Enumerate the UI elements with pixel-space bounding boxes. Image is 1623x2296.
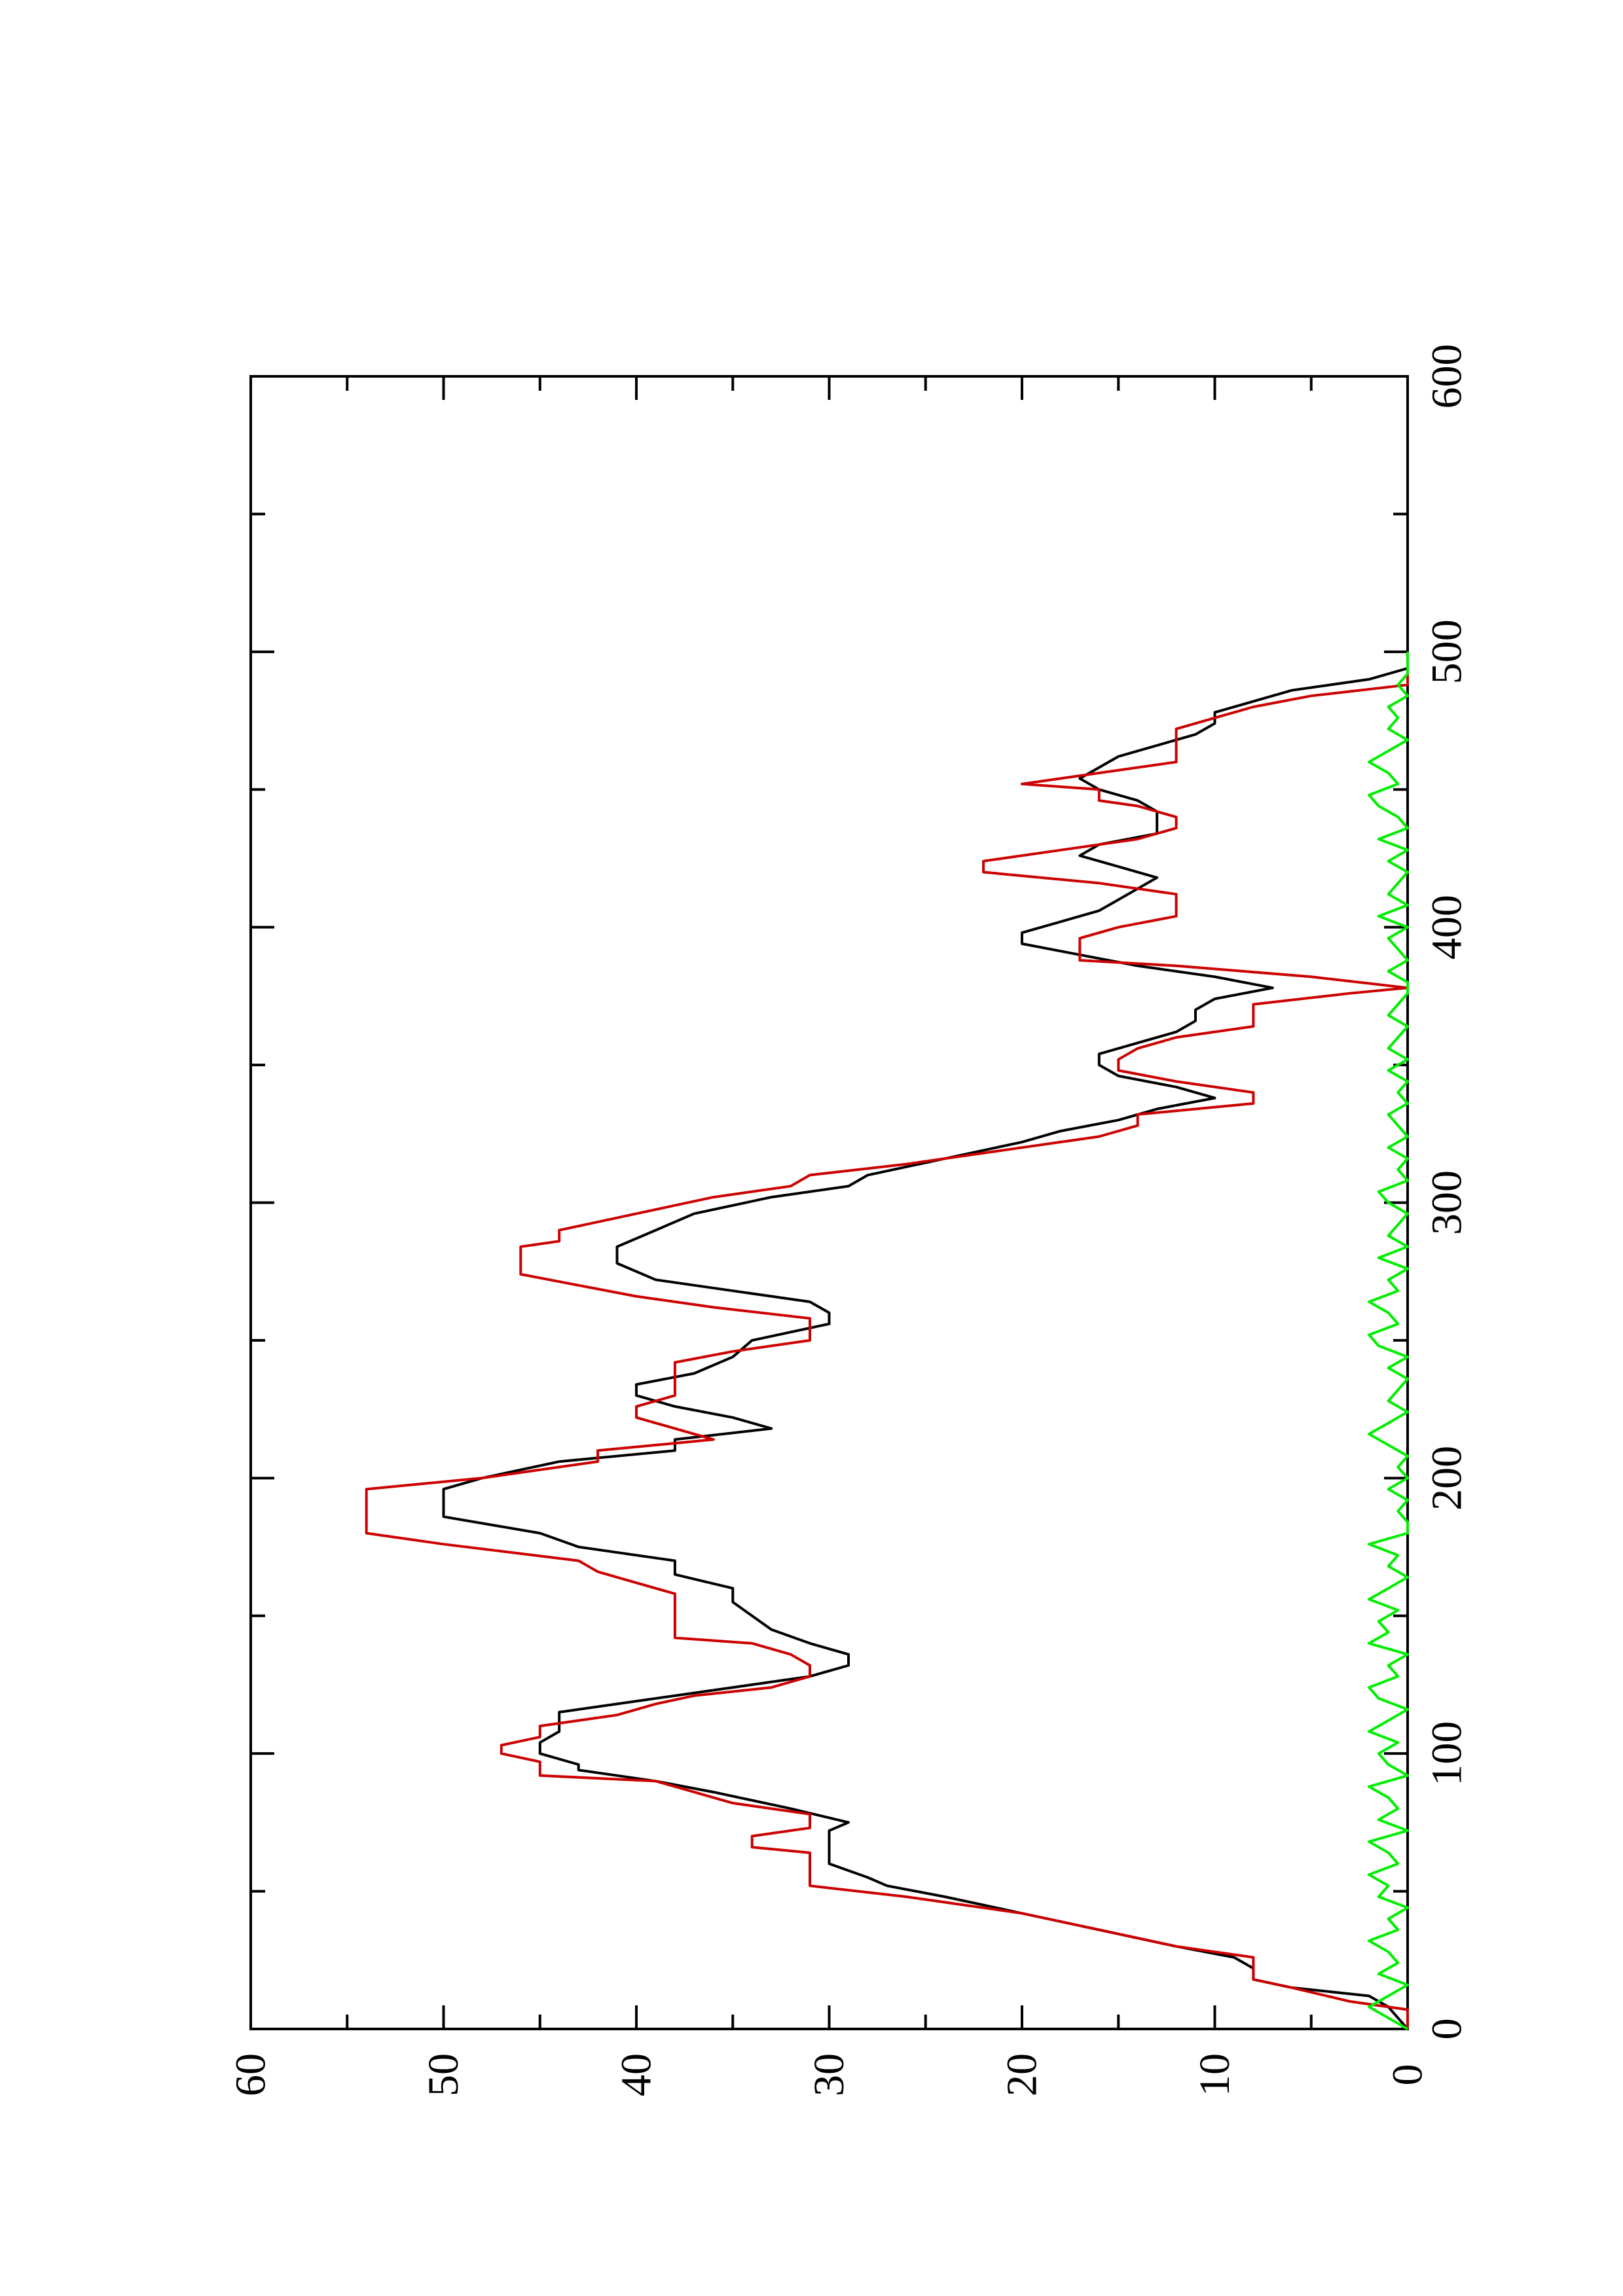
y-tick-label: 10	[1191, 2053, 1239, 2096]
series-line-black	[442, 667, 1409, 2030]
x-tick-label: 200	[1423, 1446, 1471, 1511]
x-tick-label: 0	[1423, 2018, 1471, 2040]
x-tick-label: 100	[1423, 1721, 1471, 1786]
series-line-green	[1368, 651, 1409, 2030]
series-line-red	[365, 651, 1409, 2029]
y-tick-label: 60	[227, 2053, 275, 2096]
x-tick-label: 300	[1423, 1170, 1471, 1235]
y-tick-label: 20	[998, 2053, 1046, 2096]
plot-frame	[249, 375, 1409, 2030]
y-tick-label: 40	[613, 2053, 661, 2096]
plot-area: 0 100 200 300 400 500 600 0 10 20 30 40 50 60	[227, 344, 1471, 2097]
x-tick-label: 500	[1423, 619, 1471, 684]
x-tick-label: 400	[1423, 895, 1471, 960]
x-tick-label: 600	[1423, 344, 1471, 409]
y-tick-label: 0	[1384, 2064, 1432, 2086]
y-tick-label: 50	[420, 2053, 467, 2096]
y-tick-label: 30	[805, 2053, 853, 2096]
